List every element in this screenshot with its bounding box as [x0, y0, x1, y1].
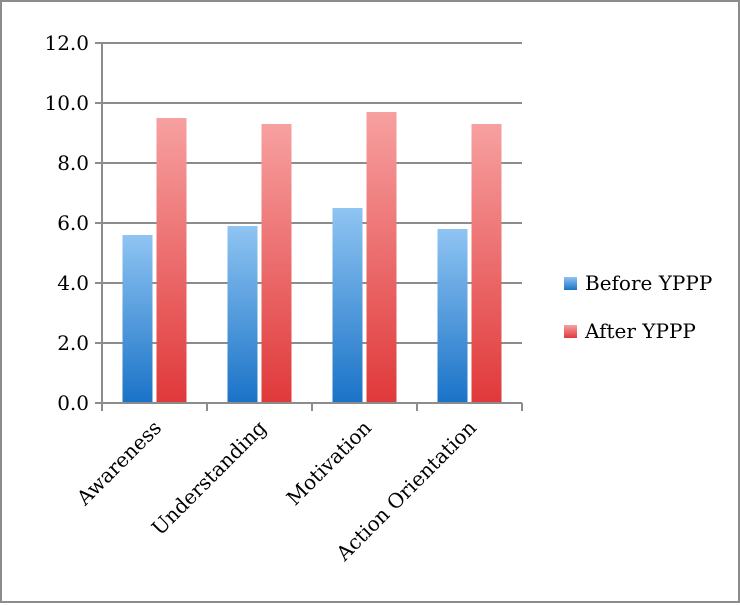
y-tick-label: 2.0 [57, 331, 89, 355]
bar-after-understanding [261, 124, 292, 403]
y-tick-label: 6.0 [57, 211, 89, 235]
y-tick-label: 8.0 [57, 151, 89, 175]
bar-before-awareness [122, 235, 153, 403]
x-category-label: Motivation [282, 415, 377, 510]
bar-before-understanding [227, 226, 258, 403]
bar-after-awareness [156, 118, 187, 403]
bar-after-motivation [366, 112, 397, 403]
y-tick-labels: 0.0 2.0 4.0 6.0 8.0 10.0 12.0 [44, 31, 89, 415]
legend-label: After YPPP [584, 319, 696, 343]
y-tick-label: 0.0 [57, 391, 89, 415]
bar-before-action-orientation [437, 229, 468, 403]
legend: Before YPPP After YPPP [564, 271, 712, 343]
bar-before-motivation [332, 208, 363, 403]
bars [122, 112, 502, 403]
legend-swatch [564, 277, 577, 290]
y-tick-label: 10.0 [44, 91, 89, 115]
legend-swatch [564, 325, 577, 338]
y-tick-label: 4.0 [57, 271, 89, 295]
x-category-label: Awareness [71, 416, 166, 511]
axes [95, 42, 523, 411]
x-category-label: Understanding [147, 415, 272, 540]
bar-after-action-orientation [471, 124, 502, 403]
y-tick-label: 12.0 [44, 31, 89, 55]
legend-label: Before YPPP [585, 271, 712, 295]
